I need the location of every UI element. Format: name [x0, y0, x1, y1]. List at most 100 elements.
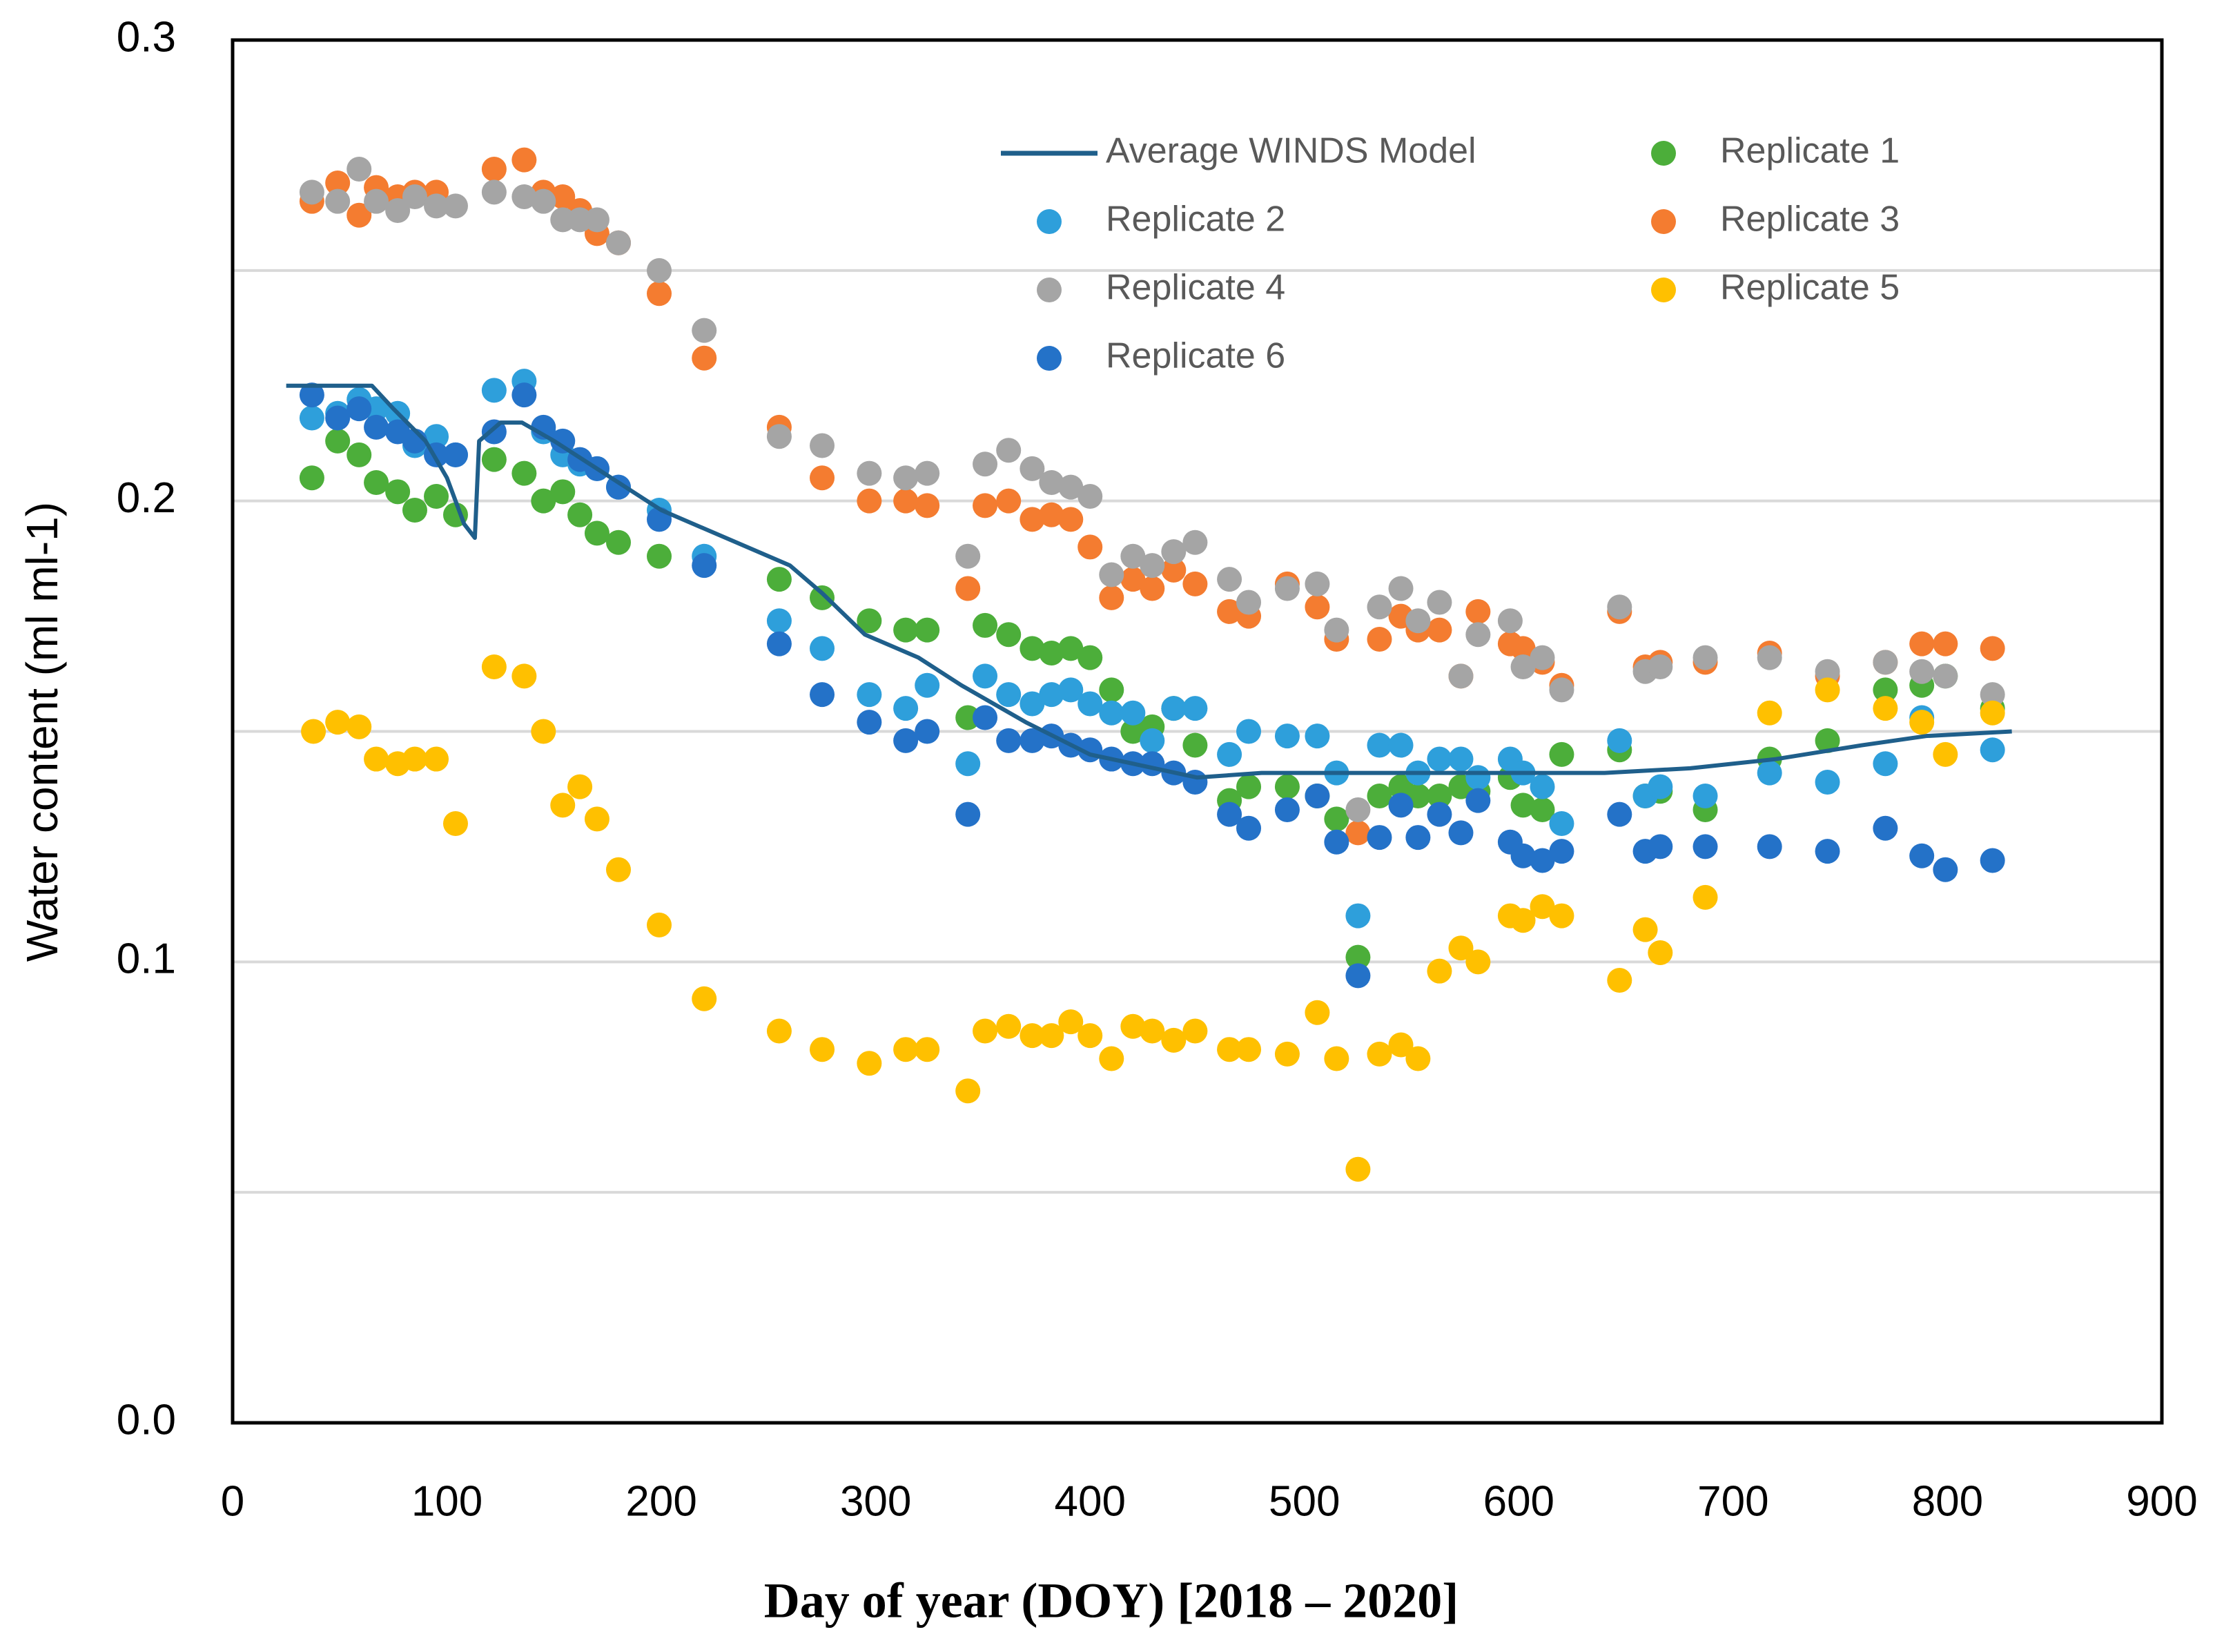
legend-label: Replicate 1 [1720, 131, 1900, 171]
data-point [1324, 617, 1349, 643]
data-point [1632, 917, 1658, 942]
data-point [1510, 843, 1536, 868]
data-point [996, 622, 1022, 648]
data-point [1873, 696, 1898, 721]
data-point [1909, 631, 1935, 657]
data-point [1530, 848, 1555, 873]
data-point [1099, 562, 1124, 587]
data-point [442, 193, 468, 219]
data-point [1236, 719, 1262, 744]
data-point [1217, 1037, 1242, 1062]
data-point [1099, 1046, 1124, 1071]
data-point [1217, 741, 1242, 767]
data-point [1510, 654, 1536, 680]
data-point [1873, 650, 1898, 675]
data-point [1039, 682, 1064, 708]
data-point [1933, 741, 1958, 767]
data-point [550, 479, 576, 505]
x-tick-label: 700 [1697, 1477, 1768, 1525]
data-point [1648, 774, 1673, 799]
data-point [402, 746, 427, 772]
x-tick-label: 400 [1054, 1477, 1125, 1525]
y-tick-label: 0.0 [117, 1396, 176, 1444]
data-point [692, 986, 717, 1011]
data-point [1549, 677, 1574, 703]
data-point [647, 257, 672, 283]
data-point [385, 198, 411, 224]
x-tick-label: 600 [1483, 1477, 1554, 1525]
data-point [481, 419, 507, 445]
data-point [1388, 732, 1414, 758]
data-point [1465, 788, 1491, 813]
data-point [1020, 691, 1045, 717]
data-point [1120, 1013, 1146, 1039]
data-point [606, 857, 631, 882]
data-point [893, 1037, 919, 1062]
data-point [1120, 567, 1146, 592]
data-point [364, 469, 389, 495]
data-point [915, 672, 940, 698]
data-point [325, 405, 351, 431]
data-point [766, 567, 792, 592]
data-point [1345, 820, 1371, 846]
x-tick-label: 300 [840, 1477, 911, 1525]
data-point [1530, 894, 1555, 920]
legend-swatch [1037, 278, 1062, 302]
data-point [1873, 751, 1898, 777]
x-tick-label: 500 [1269, 1477, 1340, 1525]
data-point [1140, 553, 1165, 579]
data-point [1530, 645, 1555, 670]
data-point [1039, 469, 1064, 495]
data-point [531, 488, 556, 514]
data-point [1549, 811, 1574, 837]
data-point [424, 746, 449, 772]
legend-label: Average WINDS Model [1106, 131, 1476, 171]
data-point [1427, 801, 1452, 827]
data-point [531, 188, 556, 214]
data-point [1367, 825, 1392, 851]
legend-swatch [1651, 278, 1676, 302]
data-point [1324, 806, 1349, 832]
data-point [1405, 608, 1431, 634]
data-point [1099, 585, 1124, 610]
data-point [996, 1013, 1022, 1039]
data-point [1427, 958, 1452, 984]
data-point [511, 382, 537, 408]
data-point [1367, 732, 1392, 758]
data-point [1909, 659, 1935, 684]
data-point [424, 483, 449, 509]
data-point [692, 318, 717, 343]
data-point [766, 1018, 792, 1044]
data-point [364, 414, 389, 440]
data-point [301, 719, 326, 744]
data-point [996, 728, 1022, 753]
legend-swatch [1037, 346, 1062, 371]
data-point [1020, 636, 1045, 661]
data-point [424, 424, 449, 449]
data-point [1607, 594, 1632, 620]
data-point [1465, 765, 1491, 790]
data-point [1120, 700, 1146, 726]
data-point [1815, 728, 1840, 753]
data-point [424, 193, 449, 219]
data-point [810, 682, 835, 708]
data-point [857, 488, 882, 514]
data-point [606, 529, 631, 555]
data-point [1873, 677, 1898, 703]
data-point [915, 617, 940, 643]
data-point [1305, 783, 1330, 808]
data-point [955, 543, 981, 569]
data-point [915, 460, 940, 486]
data-point [325, 710, 351, 735]
data-point [1448, 663, 1474, 689]
data-point [402, 498, 427, 523]
data-point [893, 728, 919, 753]
data-point [1549, 741, 1574, 767]
data-point [325, 428, 351, 454]
data-point [1345, 944, 1371, 970]
data-point [1161, 1027, 1187, 1053]
data-point [955, 1078, 981, 1104]
data-point [1120, 543, 1146, 569]
data-point [1077, 1023, 1103, 1049]
